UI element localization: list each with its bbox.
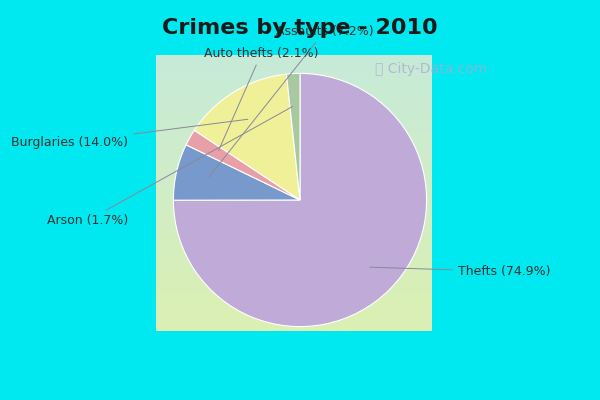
Text: Arson (1.7%): Arson (1.7%) — [47, 106, 292, 227]
Text: ⓘ City-Data.com: ⓘ City-Data.com — [374, 62, 487, 76]
Text: Thefts (74.9%): Thefts (74.9%) — [370, 265, 551, 278]
Wedge shape — [186, 130, 300, 200]
Wedge shape — [173, 74, 427, 326]
Wedge shape — [194, 74, 300, 200]
Text: Crimes by type - 2010: Crimes by type - 2010 — [162, 18, 438, 38]
Wedge shape — [173, 145, 300, 200]
Text: Auto thefts (2.1%): Auto thefts (2.1%) — [204, 47, 319, 150]
Text: Burglaries (14.0%): Burglaries (14.0%) — [11, 119, 248, 149]
Text: Assaults (7.2%): Assaults (7.2%) — [209, 25, 374, 177]
Wedge shape — [286, 74, 300, 200]
